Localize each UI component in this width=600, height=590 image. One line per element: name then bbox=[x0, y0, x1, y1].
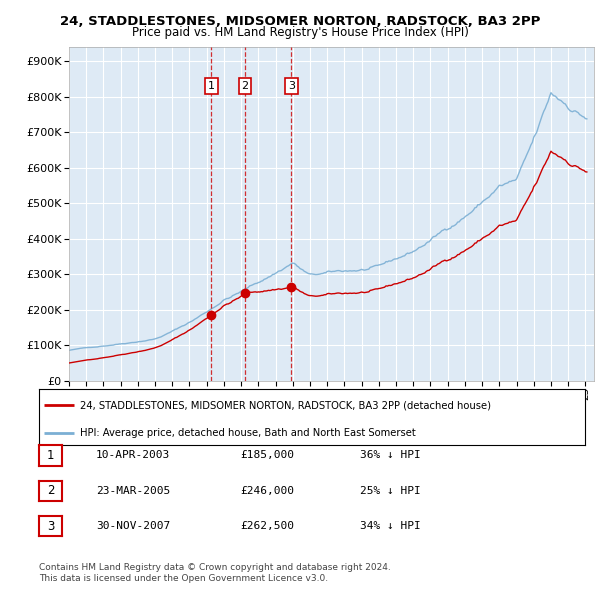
Text: 24, STADDLESTONES, MIDSOMER NORTON, RADSTOCK, BA3 2PP (detached house): 24, STADDLESTONES, MIDSOMER NORTON, RADS… bbox=[80, 400, 491, 410]
Text: 10-APR-2003: 10-APR-2003 bbox=[96, 451, 170, 460]
Text: 3: 3 bbox=[288, 81, 295, 91]
Text: Contains HM Land Registry data © Crown copyright and database right 2024.: Contains HM Land Registry data © Crown c… bbox=[39, 563, 391, 572]
Text: 3: 3 bbox=[47, 520, 54, 533]
Text: £262,500: £262,500 bbox=[240, 522, 294, 531]
Text: 25% ↓ HPI: 25% ↓ HPI bbox=[360, 486, 421, 496]
Text: 1: 1 bbox=[208, 81, 215, 91]
Text: 2: 2 bbox=[47, 484, 54, 497]
Text: £185,000: £185,000 bbox=[240, 451, 294, 460]
Text: This data is licensed under the Open Government Licence v3.0.: This data is licensed under the Open Gov… bbox=[39, 574, 328, 583]
Text: 36% ↓ HPI: 36% ↓ HPI bbox=[360, 451, 421, 460]
Text: £246,000: £246,000 bbox=[240, 486, 294, 496]
Text: 34% ↓ HPI: 34% ↓ HPI bbox=[360, 522, 421, 531]
Text: Price paid vs. HM Land Registry's House Price Index (HPI): Price paid vs. HM Land Registry's House … bbox=[131, 26, 469, 39]
Text: 30-NOV-2007: 30-NOV-2007 bbox=[96, 522, 170, 531]
Text: HPI: Average price, detached house, Bath and North East Somerset: HPI: Average price, detached house, Bath… bbox=[80, 428, 416, 438]
Text: 24, STADDLESTONES, MIDSOMER NORTON, RADSTOCK, BA3 2PP: 24, STADDLESTONES, MIDSOMER NORTON, RADS… bbox=[60, 15, 540, 28]
Text: 2: 2 bbox=[241, 81, 248, 91]
Text: 23-MAR-2005: 23-MAR-2005 bbox=[96, 486, 170, 496]
Text: 1: 1 bbox=[47, 449, 54, 462]
